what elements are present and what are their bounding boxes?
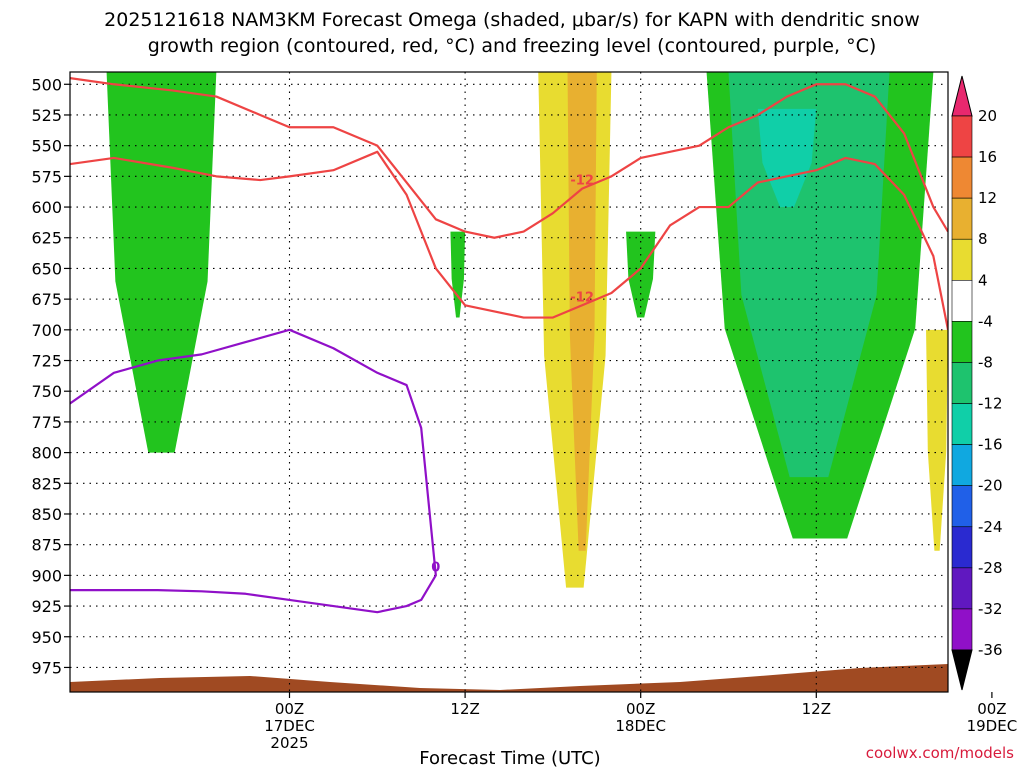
terrain-fill [70,664,948,692]
y-tick-label-13: 825 [31,474,62,493]
colorbar-bin-4 [951,280,973,322]
x-tick-label-4-0: 00Z [977,700,1006,718]
contour-line-0 [70,77,948,239]
plot-frame [69,71,949,693]
y-tick-label-8: 700 [31,321,62,340]
x-axis-label: Forecast Time (UTC) [419,748,600,768]
x-tick-label-0-0: 00Z [275,700,304,718]
y-tick-label-19: 975 [31,658,62,677]
y-tick-label-11: 775 [31,413,62,432]
contour-label-1: -12 [570,290,594,305]
omega-region-8 [926,329,948,551]
y-tick-label-6: 650 [31,259,62,278]
y-tick-label-15: 875 [31,536,62,555]
colorbar-top-arrow [951,75,973,117]
contour-layer: -12 -12 0 [70,77,948,614]
y-tick-label-2: 550 [31,137,62,156]
contour-line-2 [70,328,437,614]
colorbar-bin-12 [951,608,973,651]
colorbar-label-13: -36 [978,641,1003,659]
colorbar-bottom-arrow [951,649,973,691]
omega-region-7 [567,72,597,551]
omega-region-1 [450,231,466,318]
y-axis: 500 525 550 575 600 625 650 675 700 725 750 775 800 8… [31,75,70,677]
x-tick-label-3-0: 12Z [802,700,831,718]
y-tick-label-3: 575 [31,167,62,186]
y-tick-label-9: 725 [31,352,62,371]
colorbar-label-7: -12 [978,395,1003,413]
contour-label-0: -12 [570,174,594,189]
colorbar-label-8: -16 [978,436,1003,454]
contour-line-1 [70,150,948,331]
x-tick-label-0-2: 2025 [270,734,308,752]
y-tick-label-0: 500 [31,75,62,94]
omega-shading-layer [106,72,948,588]
contour-label-2: 0 [431,560,440,575]
y-tick-label-1: 525 [31,106,62,125]
y-tick-label-4: 600 [31,198,62,217]
x-tick-label-0-1: 17DEC [264,717,315,735]
x-tick-label-2-0: 00Z [626,700,655,718]
omega-region-0 [106,72,217,453]
colorbar-label-3: 8 [978,230,988,248]
colorbar-label-10: -24 [978,518,1003,536]
colorbar: 20 16 12 8 4 -4 -8 -12 -16 -20 -24 -28 -32 -36 [951,75,1003,691]
ground-layer [70,664,948,692]
colorbar-label-0: 20 [978,107,997,125]
plot-area: -12 -12 0 [70,72,948,692]
chart-title-line1: 2025121618 NAM3KM Forecast Omega (shaded… [104,9,920,31]
colorbar-bin-9 [951,485,973,528]
omega-region-5 [757,108,817,208]
y-tick-label-17: 925 [31,597,62,616]
colorbar-bin-6 [951,362,973,404]
y-tick-label-5: 625 [31,229,62,248]
colorbar-label-11: -28 [978,559,1003,577]
y-tick-label-16: 900 [31,566,62,585]
colorbar-bin-8 [951,444,973,486]
colorbar-bin-5 [951,321,973,363]
credit-link[interactable]: coolwx.com/models [866,744,1014,762]
colorbar-label-1: 16 [978,148,997,166]
y-tick-label-7: 675 [31,290,62,309]
colorbar-bin-11 [951,567,973,610]
colorbar-bin-3 [951,238,973,281]
colorbar-label-6: -8 [978,353,993,371]
x-tick-label-2-1: 18DEC [615,717,666,735]
colorbar-label-5: -4 [978,312,993,330]
colorbar-bin-10 [951,526,973,569]
colorbar-bin-7 [951,403,973,445]
y-tick-label-12: 800 [31,444,62,463]
y-tick-label-10: 750 [31,382,62,401]
x-tick-label-4-1: 19DEC [967,717,1018,735]
colorbar-label-12: -32 [978,600,1003,618]
colorbar-label-4: 4 [978,271,988,289]
colorbar-bin-2 [951,197,973,240]
x-tick-label-1-0: 12Z [450,700,479,718]
colorbar-bin-1 [951,156,973,199]
y-tick-label-18: 950 [31,628,62,647]
y-tick-label-14: 850 [31,505,62,524]
colorbar-bin-0 [951,115,973,158]
chart-title-line2: growth region (contoured, red, °C) and f… [148,35,877,57]
colorbar-label-9: -20 [978,477,1003,495]
colorbar-label-2: 12 [978,189,997,207]
